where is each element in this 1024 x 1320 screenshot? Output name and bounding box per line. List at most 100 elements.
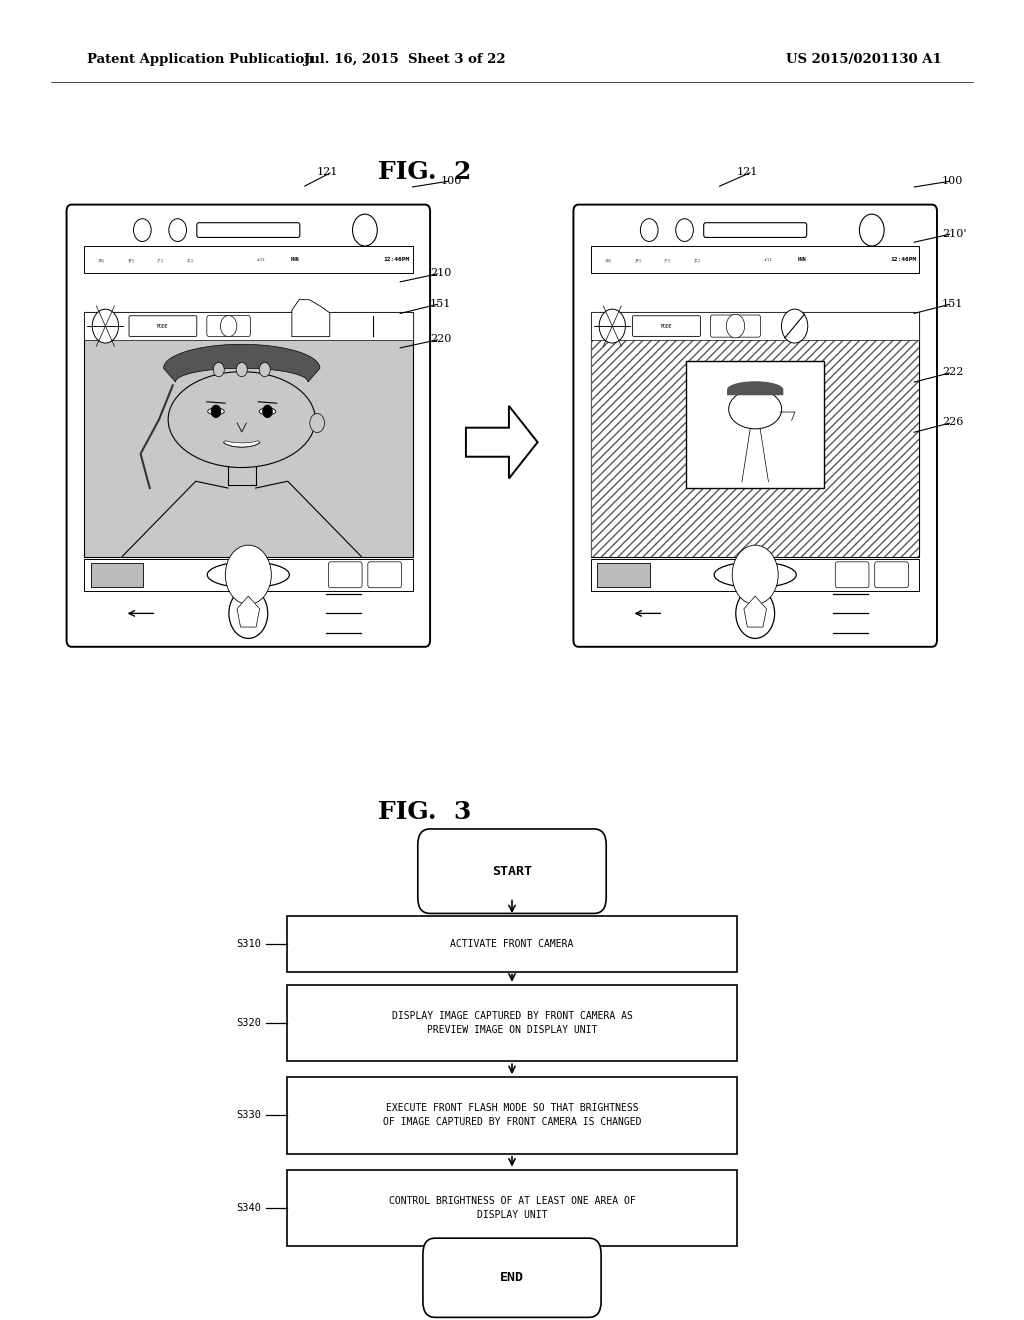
Text: 151: 151 [430, 298, 452, 309]
Circle shape [859, 214, 884, 246]
Text: [*]: [*] [664, 257, 671, 261]
Text: Jul. 16, 2015  Sheet 3 of 22: Jul. 16, 2015 Sheet 3 of 22 [304, 53, 505, 66]
FancyBboxPatch shape [703, 223, 807, 238]
Text: 210': 210' [942, 228, 967, 239]
Circle shape [220, 315, 237, 337]
FancyBboxPatch shape [418, 829, 606, 913]
Text: S340: S340 [237, 1203, 261, 1213]
FancyArrow shape [466, 407, 538, 478]
Bar [84, 312, 413, 341]
Text: 121: 121 [316, 166, 338, 177]
Text: FIG.  3: FIG. 3 [378, 800, 472, 824]
Text: START: START [492, 865, 532, 878]
FancyBboxPatch shape [423, 1238, 601, 1317]
Bar [90, 562, 143, 587]
Text: S310: S310 [237, 939, 261, 949]
Text: 100: 100 [440, 176, 462, 186]
Text: NNN: NNN [291, 257, 300, 263]
Circle shape [225, 545, 271, 605]
Text: CONTROL BRIGHTNESS OF AT LEAST ONE AREA OF
DISPLAY UNIT: CONTROL BRIGHTNESS OF AT LEAST ONE AREA … [389, 1196, 635, 1220]
Bar [591, 312, 920, 557]
Text: 121: 121 [736, 166, 758, 177]
FancyBboxPatch shape [633, 315, 700, 337]
Bar [591, 312, 920, 341]
Circle shape [263, 405, 272, 417]
Ellipse shape [207, 562, 290, 587]
Text: Patent Application Publication: Patent Application Publication [87, 53, 313, 66]
Text: 220: 220 [430, 334, 452, 345]
FancyBboxPatch shape [573, 205, 937, 647]
Text: MODE: MODE [660, 323, 672, 329]
Text: ACTIVATE FRONT CAMERA: ACTIVATE FRONT CAMERA [451, 939, 573, 949]
Ellipse shape [714, 562, 797, 587]
Text: [F]: [F] [127, 257, 134, 261]
Text: .ill: .ill [762, 257, 772, 261]
Text: US 2015/0201130 A1: US 2015/0201130 A1 [786, 53, 942, 66]
Text: S320: S320 [237, 1018, 261, 1028]
FancyBboxPatch shape [207, 315, 250, 337]
Text: 222: 222 [942, 367, 964, 378]
FancyBboxPatch shape [329, 562, 362, 587]
Bar [287, 1170, 737, 1246]
Circle shape [169, 219, 186, 242]
Ellipse shape [259, 408, 275, 414]
Text: [F]: [F] [634, 257, 641, 261]
FancyBboxPatch shape [368, 562, 401, 587]
Circle shape [310, 413, 325, 433]
Polygon shape [223, 441, 260, 447]
Bar [287, 1077, 737, 1154]
Text: 12:46PM: 12:46PM [383, 257, 410, 263]
Circle shape [133, 219, 152, 242]
FancyBboxPatch shape [874, 562, 908, 587]
Circle shape [640, 219, 658, 242]
Polygon shape [743, 597, 767, 627]
Text: S330: S330 [237, 1110, 261, 1121]
FancyBboxPatch shape [711, 315, 761, 337]
Text: [C]: [C] [693, 257, 699, 261]
Ellipse shape [208, 408, 224, 414]
Text: 151: 151 [942, 298, 964, 309]
Polygon shape [164, 345, 319, 381]
Text: 100: 100 [942, 176, 964, 186]
FancyBboxPatch shape [197, 223, 300, 238]
Circle shape [211, 405, 220, 417]
Text: NNN: NNN [798, 257, 807, 263]
Circle shape [229, 589, 267, 639]
Text: 226: 226 [942, 417, 964, 428]
Circle shape [259, 363, 270, 376]
Bar [591, 558, 920, 591]
Text: DISPLAY IMAGE CAPTURED BY FRONT CAMERA AS
PREVIEW IMAGE ON DISPLAY UNIT: DISPLAY IMAGE CAPTURED BY FRONT CAMERA A… [391, 1011, 633, 1035]
FancyBboxPatch shape [836, 562, 869, 587]
Circle shape [781, 309, 808, 343]
Bar [591, 247, 920, 273]
Text: EXECUTE FRONT FLASH MODE SO THAT BRIGHTNESS
OF IMAGE CAPTURED BY FRONT CAMERA IS: EXECUTE FRONT FLASH MODE SO THAT BRIGHTN… [383, 1104, 641, 1127]
Circle shape [676, 219, 693, 242]
Bar [597, 562, 650, 587]
Circle shape [599, 309, 626, 343]
Circle shape [213, 363, 224, 376]
Polygon shape [237, 597, 260, 627]
Bar [287, 985, 737, 1061]
FancyBboxPatch shape [67, 205, 430, 647]
Polygon shape [292, 300, 330, 337]
Circle shape [736, 589, 774, 639]
Circle shape [92, 309, 119, 343]
Text: MODE: MODE [157, 323, 169, 329]
Circle shape [352, 214, 377, 246]
Ellipse shape [729, 389, 781, 429]
Bar [591, 312, 920, 557]
Bar [287, 916, 737, 972]
Text: FIG.  2: FIG. 2 [378, 160, 472, 183]
Bar [84, 312, 413, 557]
Ellipse shape [168, 372, 315, 467]
Circle shape [732, 545, 778, 605]
Bar [84, 247, 413, 273]
Bar [686, 360, 824, 488]
Text: .ill: .ill [255, 257, 265, 261]
Circle shape [237, 363, 247, 376]
Text: END: END [500, 1271, 524, 1284]
Bar [84, 558, 413, 591]
Text: [B]: [B] [97, 257, 104, 261]
Circle shape [726, 314, 744, 338]
Text: [B]: [B] [604, 257, 611, 261]
